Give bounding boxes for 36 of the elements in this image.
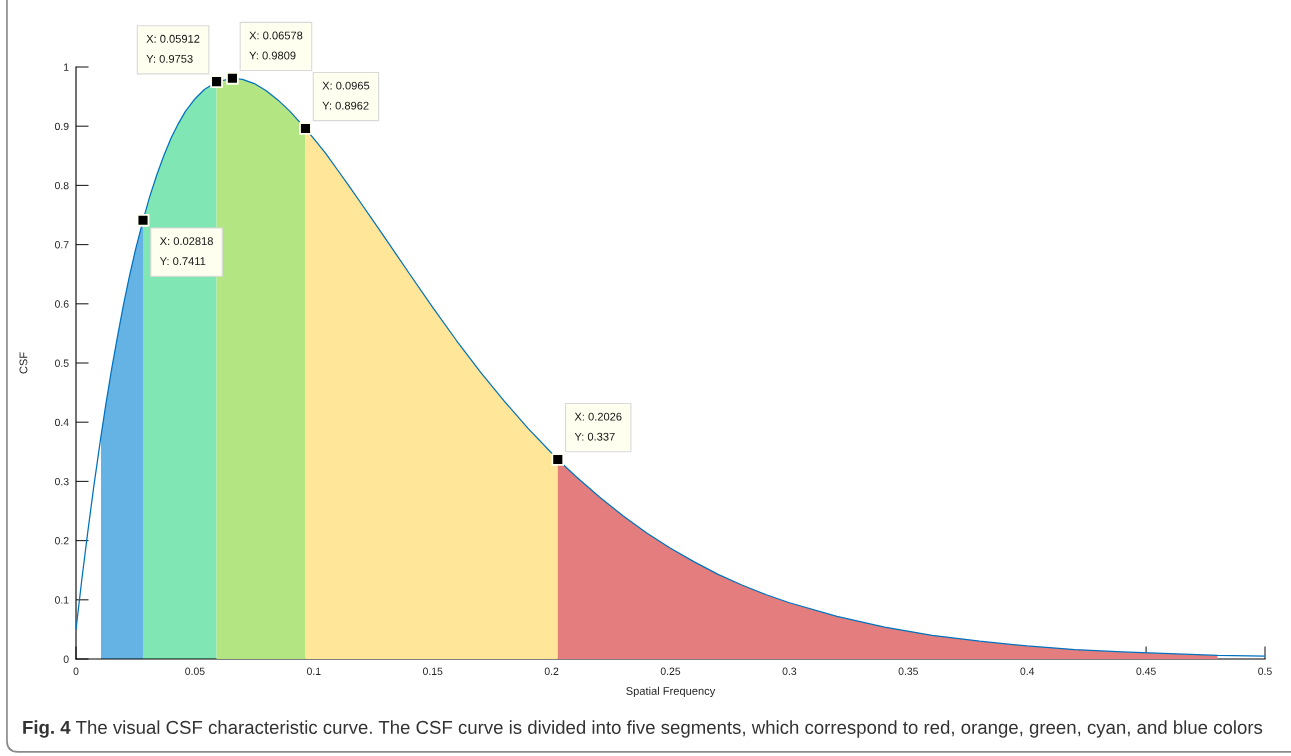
- y-tick-label: 0.8: [54, 181, 69, 190]
- point: [551, 453, 565, 466]
- y-axis-title: CSF: [19, 352, 28, 374]
- x-axis-title: Spatial Frequency: [626, 686, 716, 698]
- y-tick-label: 0.3: [54, 477, 69, 486]
- annotation: X: 0.2026 Y: 0.337: [574, 412, 622, 441]
- caption: Fig. 4: [23, 720, 71, 738]
- annotation: X: 0.05912 Y: 0.9753: [146, 34, 200, 63]
- x-tick-label: 0.35: [898, 667, 918, 675]
- y-tick-label: 0: [63, 655, 69, 663]
- y-tick-label: 0.7: [54, 241, 69, 249]
- point: [210, 75, 223, 88]
- x-tick-label: 0.25: [660, 667, 681, 675]
- x-tick-label: 0.2: [544, 667, 559, 675]
- point: [226, 71, 239, 85]
- y-tick-label: 0.4: [54, 418, 69, 427]
- y-tick-label: 0.1: [54, 596, 69, 604]
- annotation: X: 0.02818 Y: 0.7411: [159, 237, 213, 266]
- x-tick-label: 0.15: [422, 667, 443, 675]
- point: [299, 122, 312, 135]
- x-tick-label: 0.1: [306, 667, 321, 675]
- x-tick-label: 0: [73, 667, 79, 675]
- x-tick-label: 0.05: [185, 667, 205, 675]
- annotation: X: 0.0965 Y: 0.8962: [322, 81, 370, 110]
- y-tick-label: 1: [64, 63, 69, 71]
- point: [136, 213, 150, 227]
- y-tick-label: 0.9: [54, 122, 69, 131]
- y-tick-label: 0.2: [54, 537, 69, 545]
- x-tick-label: 0.4: [1020, 667, 1035, 675]
- y-tick-label: 0.5: [54, 359, 69, 367]
- x-tick-label: 0.5: [1258, 667, 1272, 675]
- x-tick-label: 0.45: [1136, 667, 1156, 675]
- annotation: X: 0.06578 Y: 0.9809: [249, 31, 303, 60]
- y-tick-label: 0.6: [54, 300, 69, 308]
- text: The visual CSF characteristic curve. The CSF curve is divided into five segments, which correspond to red, orange, green, cyan, and blue colors: [76, 720, 1263, 738]
- x-tick-label: 0.3: [782, 667, 797, 675]
